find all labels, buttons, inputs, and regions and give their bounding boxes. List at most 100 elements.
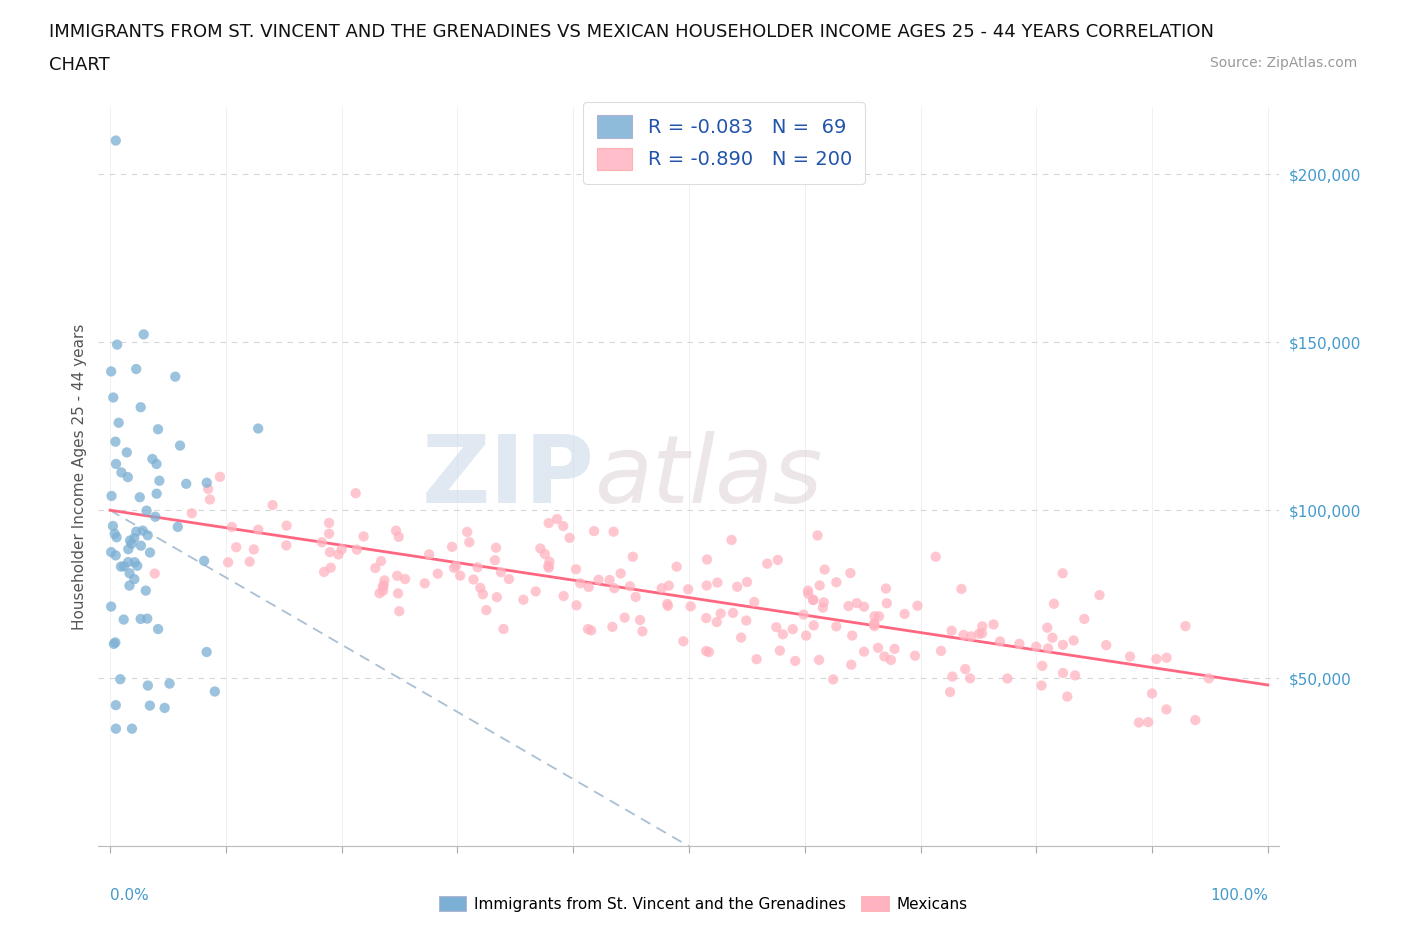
Point xyxy=(112,612,135,627)
Point xyxy=(797,583,820,598)
Text: Source: ZipAtlas.com: Source: ZipAtlas.com xyxy=(1209,56,1357,70)
Point xyxy=(225,539,247,554)
Point xyxy=(247,523,270,538)
Point xyxy=(1140,686,1163,701)
Point xyxy=(1052,666,1074,681)
Point xyxy=(444,559,467,574)
Point xyxy=(208,470,231,485)
Point xyxy=(426,566,449,581)
Point xyxy=(115,445,138,459)
Point xyxy=(950,581,973,596)
Point xyxy=(463,572,485,587)
Point xyxy=(475,603,498,618)
Point xyxy=(628,613,651,628)
Point xyxy=(319,560,342,575)
Text: CHART: CHART xyxy=(49,56,110,73)
Legend: Immigrants from St. Vincent and the Grenadines, Mexicans: Immigrants from St. Vincent and the Gren… xyxy=(433,889,973,918)
Point xyxy=(456,525,478,539)
Point xyxy=(145,486,167,501)
Point xyxy=(129,400,152,415)
Point xyxy=(695,611,717,626)
Point xyxy=(837,599,859,614)
Point xyxy=(1043,596,1066,611)
Legend: R = -0.083   N =  69, R = -0.890   N = 200: R = -0.083 N = 69, R = -0.890 N = 200 xyxy=(583,102,865,184)
Point xyxy=(583,524,606,538)
Point xyxy=(839,565,862,580)
Point xyxy=(136,611,159,626)
Point xyxy=(863,609,886,624)
Point xyxy=(136,528,159,543)
Point xyxy=(765,619,787,634)
Y-axis label: Householder Income Ages 25 - 44 years: Householder Income Ages 25 - 44 years xyxy=(72,324,87,630)
Point xyxy=(239,554,262,569)
Point xyxy=(247,421,270,436)
Point xyxy=(537,559,560,574)
Point xyxy=(538,554,561,569)
Point xyxy=(387,586,409,601)
Point xyxy=(1025,639,1047,654)
Point xyxy=(801,592,824,607)
Point xyxy=(720,533,742,548)
Point xyxy=(863,618,886,632)
Point xyxy=(467,560,489,575)
Point xyxy=(110,671,132,686)
Point xyxy=(578,579,600,594)
Point xyxy=(127,558,149,573)
Point xyxy=(814,562,837,577)
Point xyxy=(195,475,218,490)
Point xyxy=(388,604,411,618)
Point xyxy=(782,622,804,637)
Point xyxy=(811,600,834,615)
Point xyxy=(388,529,411,544)
Point xyxy=(868,609,890,624)
Text: atlas: atlas xyxy=(595,432,823,522)
Point xyxy=(117,554,139,569)
Point xyxy=(100,545,122,560)
Point xyxy=(110,465,132,480)
Point xyxy=(1119,649,1142,664)
Point xyxy=(745,652,768,667)
Point xyxy=(318,526,340,541)
Point xyxy=(624,590,647,604)
Point xyxy=(823,672,845,687)
Point xyxy=(1036,620,1059,635)
Point xyxy=(105,457,128,472)
Point xyxy=(169,438,191,453)
Point xyxy=(193,553,215,568)
Point xyxy=(135,503,157,518)
Point xyxy=(995,671,1018,686)
Point xyxy=(706,575,728,590)
Point xyxy=(104,434,127,449)
Point xyxy=(621,550,644,565)
Point xyxy=(328,547,350,562)
Point xyxy=(371,579,394,594)
Point xyxy=(941,623,963,638)
Point xyxy=(565,562,588,577)
Point xyxy=(101,519,124,534)
Point xyxy=(198,492,221,507)
Point xyxy=(1064,668,1087,683)
Point xyxy=(197,482,219,497)
Point xyxy=(609,566,631,581)
Point xyxy=(1198,671,1220,685)
Point xyxy=(710,606,733,621)
Point xyxy=(619,578,641,593)
Text: ZIP: ZIP xyxy=(422,431,595,523)
Point xyxy=(100,599,122,614)
Point xyxy=(651,581,673,596)
Point xyxy=(103,636,125,651)
Point xyxy=(370,553,392,568)
Point xyxy=(129,611,152,626)
Point xyxy=(128,490,150,505)
Point xyxy=(537,560,560,575)
Point xyxy=(546,512,568,526)
Point xyxy=(721,605,744,620)
Point xyxy=(925,550,948,565)
Point xyxy=(204,684,226,699)
Point xyxy=(346,542,368,557)
Point xyxy=(697,644,720,659)
Point xyxy=(104,133,127,148)
Point xyxy=(959,671,981,685)
Point xyxy=(866,641,889,656)
Point xyxy=(1031,678,1053,693)
